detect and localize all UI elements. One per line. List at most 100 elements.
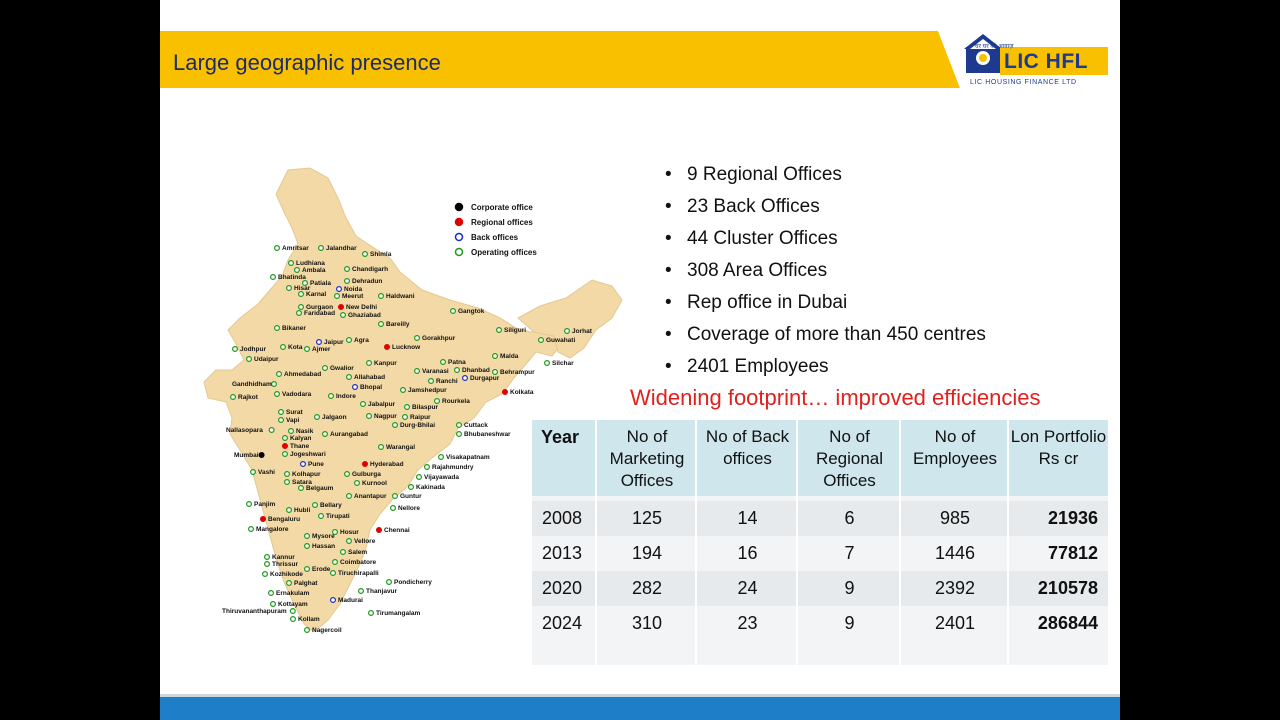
city-label: Belgaum xyxy=(306,485,334,492)
office-marker xyxy=(285,285,292,292)
highlight-item: • Rep office in Dubai xyxy=(665,292,986,324)
office-marker xyxy=(358,587,365,594)
office-marker xyxy=(502,389,509,396)
office-marker xyxy=(416,474,423,481)
city-label: Surat xyxy=(286,409,303,416)
office-marker xyxy=(290,615,297,622)
city-label: Thane xyxy=(290,443,310,450)
highlight-text: 2401 Employees xyxy=(687,356,829,377)
office-marker xyxy=(336,286,343,293)
city-label: Kozhikode xyxy=(270,571,303,578)
city-label: Siliguri xyxy=(504,327,526,334)
city-label: Ajmer xyxy=(312,346,331,353)
office-marker xyxy=(267,589,274,596)
office-marker xyxy=(352,384,359,391)
table-cell: 282 xyxy=(631,578,663,598)
slide: Large geographic presence घर घर की आवाज़… xyxy=(160,0,1120,720)
office-marker xyxy=(456,431,463,438)
office-marker xyxy=(285,507,292,514)
city-label: Pune xyxy=(308,461,324,468)
office-marker xyxy=(344,278,351,285)
office-marker xyxy=(332,558,339,565)
city-label: Tirupati xyxy=(326,513,350,520)
table-cell: 2024 xyxy=(542,613,583,633)
city-label: Dhanbad xyxy=(462,367,490,374)
city-label: Kurnool xyxy=(362,480,387,487)
city-label: Ranchi xyxy=(436,378,458,385)
legend-label: Operating offices xyxy=(471,248,537,257)
table-header-cell: No of Marketing Offices xyxy=(597,420,697,496)
office-marker xyxy=(298,291,305,298)
table-cell: 2008 xyxy=(542,508,583,528)
office-marker xyxy=(402,414,409,421)
office-marker xyxy=(386,578,393,585)
city-label: Jamshedpur xyxy=(408,387,447,394)
city-label: Hyderabad xyxy=(370,461,404,468)
city-label: Durgapur xyxy=(470,375,500,382)
city-label: Hisar xyxy=(294,285,311,292)
office-marker xyxy=(384,344,391,351)
city-label: Gurgaon xyxy=(306,304,333,311)
city-label: Jalgaon xyxy=(322,414,347,421)
office-marker xyxy=(314,414,321,421)
city-label: Raipur xyxy=(410,414,431,421)
city-label: Madurai xyxy=(338,597,363,604)
office-marker xyxy=(334,293,341,300)
city-label: Guwahati xyxy=(546,337,575,344)
city-label: Gulburga xyxy=(352,471,381,478)
table-header-cell: No of Regional Offices xyxy=(798,420,901,496)
city-label: Meerut xyxy=(342,293,364,300)
bullet-dot: • xyxy=(665,260,672,281)
city-label: Durg-Bhilai xyxy=(400,422,435,429)
city-label: Bellary xyxy=(320,502,342,509)
city-label: Jodhpur xyxy=(240,346,266,353)
office-marker xyxy=(258,452,265,459)
office-marker xyxy=(428,378,435,385)
office-marker xyxy=(414,335,421,342)
bullet-dot: • xyxy=(665,164,672,185)
office-marker xyxy=(424,464,431,471)
office-marker xyxy=(366,413,373,420)
table-row: 2013 194 16 7 1446 77812 xyxy=(532,536,1108,571)
office-marker xyxy=(245,501,252,508)
office-marker xyxy=(414,368,421,375)
highlight-item: • 2401 Employees xyxy=(665,356,986,388)
highlight-text: Rep office in Dubai xyxy=(687,292,848,313)
bullet-dot: • xyxy=(665,228,672,249)
city-label: Kannur xyxy=(272,554,295,561)
city-label: Malda xyxy=(500,353,519,360)
india-northeast-shape xyxy=(517,279,623,359)
office-marker xyxy=(404,404,411,411)
office-marker xyxy=(378,444,385,451)
table-cell: 1446 xyxy=(934,543,976,563)
office-marker xyxy=(362,251,369,258)
table-row: 2008 125 14 6 985 21936 xyxy=(532,501,1108,536)
office-marker xyxy=(330,569,337,576)
city-label: Amritsar xyxy=(282,245,309,252)
table-cell: 2401 xyxy=(934,613,976,633)
city-label: Thiruvananthapuram xyxy=(222,608,287,615)
city-label: Thanjavur xyxy=(366,588,398,595)
office-marker xyxy=(269,274,276,281)
city-label: Karnal xyxy=(306,291,326,298)
office-marker xyxy=(346,493,353,500)
office-marker xyxy=(269,600,276,607)
city-label: Kolhapur xyxy=(292,471,321,478)
city-label: Panjim xyxy=(254,501,276,508)
city-label: Salem xyxy=(348,549,367,556)
office-marker xyxy=(344,471,351,478)
highlight-text: 44 Cluster Offices xyxy=(687,228,838,249)
city-label: Patiala xyxy=(310,280,331,287)
office-marker xyxy=(316,339,323,346)
table-cell: 24 xyxy=(737,578,758,598)
city-label: Bikaner xyxy=(282,325,306,332)
table-cell: 9 xyxy=(844,578,855,598)
lic-hfl-logo xyxy=(964,34,1108,75)
city-label: Silchar xyxy=(552,360,574,367)
highlight-text: 23 Back Offices xyxy=(687,196,820,217)
table-cell: 14 xyxy=(737,508,758,528)
office-marker xyxy=(245,356,252,363)
city-label: Hubli xyxy=(294,507,310,514)
office-marker xyxy=(229,394,236,401)
city-label: Aurangabad xyxy=(330,431,368,438)
